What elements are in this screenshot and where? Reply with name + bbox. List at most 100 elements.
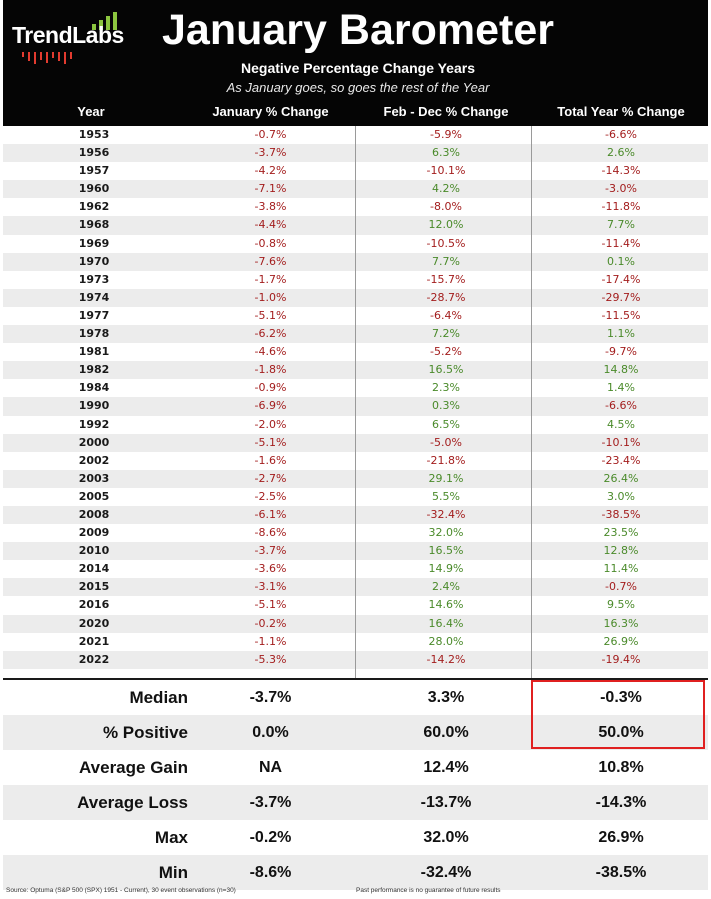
cell-total-year: 4.5%	[607, 417, 635, 431]
summary-value-feb-dec: 32.0%	[423, 829, 469, 846]
cell-january: -4.2%	[254, 164, 287, 178]
cell-total-year: -38.5%	[601, 507, 641, 521]
footer-source: Source: Optuma (S&P 500 (SPX) 1951 - Cur…	[6, 887, 236, 894]
logo-bars-icon	[92, 12, 132, 30]
table-row: 1957 -4.2% -10.1% -14.3%	[3, 162, 708, 180]
cell-year: 1969	[78, 236, 110, 250]
cell-total-year: 26.9%	[603, 634, 639, 648]
cell-year: 1974	[78, 290, 110, 304]
cell-total-year: 3.0%	[607, 489, 635, 503]
cell-year: 1982	[78, 363, 110, 377]
table-row: 1953 -0.7% -5.9% -6.6%	[3, 126, 708, 144]
summary-value-total-year: 26.9%	[598, 829, 644, 846]
cell-year: 1992	[78, 417, 110, 431]
cell-january: -2.0%	[254, 417, 287, 431]
cell-january: -5.1%	[254, 308, 287, 322]
summary-value-total-year: -38.5%	[595, 864, 647, 881]
cell-feb-dec: 4.2%	[432, 182, 460, 196]
cell-january: -6.9%	[254, 399, 287, 413]
cell-january: -3.6%	[254, 562, 287, 576]
cell-feb-dec: -21.8%	[426, 453, 466, 467]
table-row: 1992 -2.0% 6.5% 4.5%	[3, 416, 708, 434]
cell-total-year: 26.4%	[603, 471, 639, 485]
logo-ticks-icon	[16, 52, 86, 64]
summary-value-feb-dec: 3.3%	[427, 689, 465, 706]
cell-january: -3.7%	[254, 544, 287, 558]
cell-total-year: -9.7%	[605, 345, 637, 359]
cell-january: -0.9%	[254, 381, 287, 395]
cell-total-year: -19.4%	[601, 652, 641, 666]
cell-year: 2016	[78, 598, 110, 612]
cell-year: 2010	[78, 544, 110, 558]
page-subtitle: Negative Percentage Change Years	[241, 60, 475, 76]
cell-year: 1978	[78, 327, 110, 341]
cell-feb-dec: 29.1%	[428, 471, 464, 485]
summary-row: Max -0.2% 32.0% 26.9%	[3, 820, 708, 855]
cell-total-year: -10.1%	[601, 435, 641, 449]
footer-disclaimer: Past performance is no guarantee of futu…	[356, 887, 501, 894]
summary-row: Average Loss -3.7% -13.7% -14.3%	[3, 785, 708, 820]
cell-year: 1990	[78, 399, 110, 413]
cell-total-year: -29.7%	[601, 290, 641, 304]
cell-january: -1.0%	[254, 290, 287, 304]
summary-value-january: -3.7%	[249, 689, 292, 706]
cell-feb-dec: 0.3%	[432, 399, 460, 413]
page-tagline: As January goes, so goes the rest of the…	[226, 80, 490, 95]
cell-january: -1.1%	[254, 634, 287, 648]
cell-total-year: -23.4%	[601, 453, 641, 467]
cell-year: 1960	[78, 182, 110, 196]
cell-year: 2000	[78, 435, 110, 449]
cell-total-year: 0.1%	[607, 254, 635, 268]
cell-total-year: -0.7%	[605, 580, 637, 594]
table-row: 2021 -1.1% 28.0% 26.9%	[3, 633, 708, 651]
logo-text: TrendLabs	[12, 22, 124, 48]
cell-feb-dec: 16.5%	[428, 544, 464, 558]
summary-value-january: NA	[258, 759, 283, 776]
summary-value-feb-dec: -13.7%	[420, 794, 472, 811]
cell-feb-dec: 2.3%	[432, 381, 460, 395]
cell-feb-dec: -28.7%	[426, 290, 466, 304]
cell-feb-dec: -10.1%	[426, 164, 466, 178]
cell-total-year: 2.6%	[607, 146, 635, 160]
summary-label: Average Loss	[77, 793, 188, 812]
cell-january: -0.7%	[254, 128, 287, 141]
cell-feb-dec: -5.9%	[430, 128, 462, 141]
cell-feb-dec: -5.0%	[430, 435, 462, 449]
cell-january: -5.1%	[254, 598, 287, 612]
cell-january: -1.8%	[254, 363, 287, 377]
cell-year: 1962	[78, 200, 110, 214]
highlight-box	[531, 680, 705, 749]
cell-feb-dec: -15.7%	[426, 272, 466, 286]
table-row: 1984 -0.9% 2.3% 1.4%	[3, 379, 708, 397]
summary-value-january: -3.7%	[249, 794, 292, 811]
cell-january: -1.6%	[254, 453, 287, 467]
cell-year: 2009	[78, 526, 110, 540]
cell-year: 1984	[78, 381, 110, 395]
cell-total-year: 1.4%	[607, 381, 635, 395]
cell-total-year: -11.8%	[601, 200, 641, 214]
summary-label: Average Gain	[79, 758, 188, 777]
cell-january: -3.1%	[254, 580, 287, 594]
cell-year: 2014	[78, 562, 110, 576]
summary-value-feb-dec: 60.0%	[423, 724, 469, 741]
cell-year: 2021	[78, 634, 110, 648]
cell-year: 2002	[78, 453, 110, 467]
cell-total-year: 12.8%	[603, 544, 639, 558]
cell-january: -7.6%	[254, 254, 287, 268]
cell-january: -1.7%	[254, 272, 287, 286]
cell-total-year: 9.5%	[607, 598, 635, 612]
cell-january: -7.1%	[254, 182, 287, 196]
cell-feb-dec: 5.5%	[432, 489, 460, 503]
cell-january: -0.8%	[254, 236, 287, 250]
cell-feb-dec: -14.2%	[426, 652, 466, 666]
cell-feb-dec: -6.4%	[430, 308, 462, 322]
summary-row: Min -8.6% -32.4% -38.5%	[3, 855, 708, 890]
cell-january: -5.3%	[254, 652, 287, 666]
cell-year: 1981	[78, 345, 110, 359]
cell-january: -2.7%	[254, 471, 287, 485]
cell-year: 1953	[78, 128, 110, 141]
cell-january: -2.5%	[254, 489, 287, 503]
cell-total-year: -11.5%	[601, 308, 641, 322]
cell-year: 1973	[78, 272, 110, 286]
cell-feb-dec: -10.5%	[426, 236, 466, 250]
